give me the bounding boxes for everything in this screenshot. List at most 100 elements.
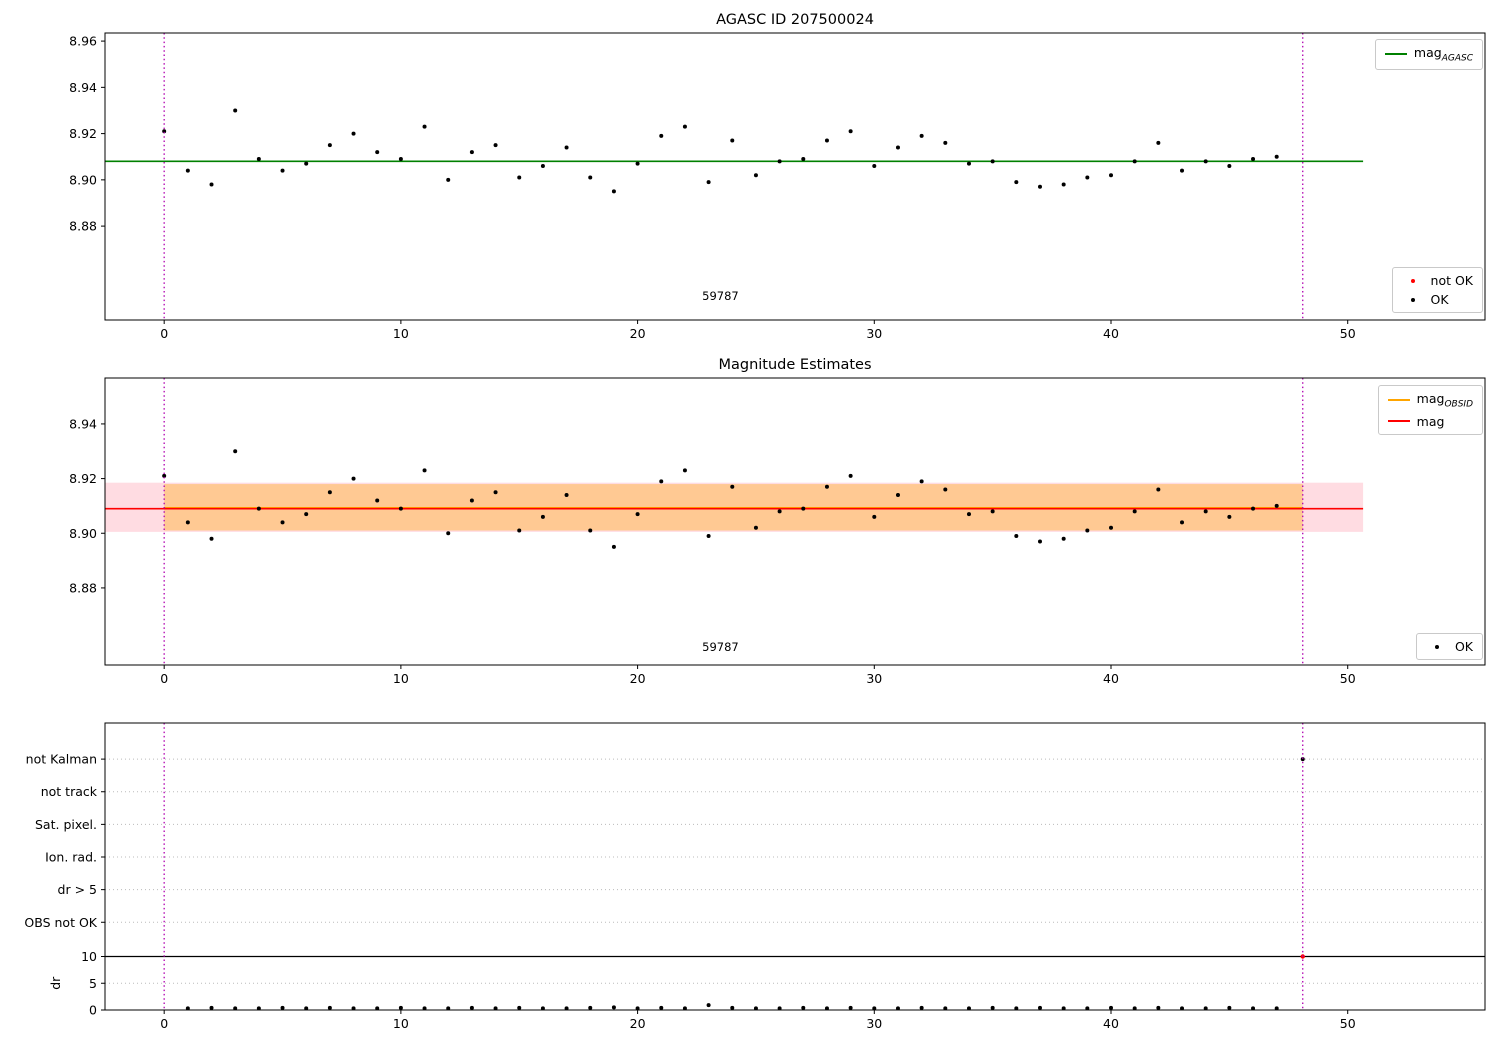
y-tick-label: 8.88 bbox=[69, 580, 97, 595]
data-point bbox=[824, 484, 829, 489]
x-tick-label: 50 bbox=[1340, 1016, 1356, 1031]
data-point bbox=[280, 520, 285, 525]
data-point bbox=[611, 544, 616, 549]
dr-point bbox=[1037, 1005, 1042, 1010]
dr-point bbox=[895, 1006, 900, 1011]
data-point bbox=[1132, 159, 1137, 164]
legend-dot-swatch bbox=[1426, 644, 1448, 649]
flag-category-label: OBS not OK bbox=[24, 915, 97, 930]
flag-category-label: not track bbox=[41, 784, 98, 799]
data-point bbox=[635, 161, 640, 166]
x-tick-label: 10 bbox=[393, 326, 409, 341]
y-tick-label: 8.96 bbox=[69, 34, 97, 49]
dr-point bbox=[375, 1006, 380, 1011]
x-tick-label: 0 bbox=[160, 1016, 168, 1031]
data-point bbox=[990, 509, 995, 514]
data-point bbox=[777, 509, 782, 514]
dr-point bbox=[730, 1005, 735, 1010]
flag-category-label: not Kalman bbox=[26, 752, 97, 767]
dr-point bbox=[185, 1006, 190, 1011]
legend-label: OK bbox=[1430, 292, 1449, 307]
x-tick-label: 40 bbox=[1103, 326, 1119, 341]
data-point bbox=[398, 506, 403, 511]
x-tick-label: 10 bbox=[393, 1016, 409, 1031]
y-tick-label: 8.92 bbox=[69, 471, 97, 486]
data-point bbox=[540, 514, 545, 519]
dr-point bbox=[659, 1005, 664, 1010]
dr-tick-label: 5 bbox=[89, 976, 97, 991]
legend-entry: OK bbox=[1426, 639, 1473, 654]
data-point bbox=[966, 512, 971, 517]
data-point bbox=[753, 525, 758, 530]
y-tick-label: 8.94 bbox=[69, 416, 97, 431]
x-tick-label: 30 bbox=[866, 326, 882, 341]
data-point bbox=[1180, 520, 1185, 525]
dr-point bbox=[1109, 1005, 1114, 1010]
flag-category-label: dr > 5 bbox=[58, 882, 97, 897]
data-point bbox=[682, 124, 687, 129]
data-point bbox=[256, 506, 261, 511]
data-point bbox=[1251, 157, 1256, 162]
dr-point bbox=[824, 1006, 829, 1011]
dr-point bbox=[493, 1006, 498, 1011]
data-point bbox=[517, 175, 522, 180]
legend-entry: magAGASC bbox=[1384, 45, 1473, 64]
data-point bbox=[1156, 140, 1161, 145]
dr-point bbox=[801, 1005, 806, 1010]
dr-point bbox=[469, 1005, 474, 1010]
x-tick-label: 0 bbox=[160, 671, 168, 686]
data-point bbox=[801, 157, 806, 162]
dr-point bbox=[1156, 1005, 1161, 1010]
legend-dot-swatch bbox=[1402, 297, 1424, 302]
data-point bbox=[351, 476, 356, 481]
legend-entry: mag bbox=[1387, 413, 1473, 429]
legend-entry: not OK bbox=[1402, 273, 1473, 288]
data-point bbox=[185, 520, 190, 525]
y-tick-label: 8.92 bbox=[69, 126, 97, 141]
dr-point bbox=[1132, 1006, 1137, 1011]
dr-point bbox=[943, 1006, 948, 1011]
y-tick-label: 8.90 bbox=[69, 172, 97, 187]
data-point bbox=[706, 533, 711, 538]
data-point bbox=[895, 145, 900, 150]
y-tick-label: 8.90 bbox=[69, 526, 97, 541]
data-point bbox=[1180, 168, 1185, 173]
data-point bbox=[517, 528, 522, 533]
data-point bbox=[233, 449, 238, 454]
data-point bbox=[469, 150, 474, 155]
legend-label: mag bbox=[1416, 413, 1445, 429]
legend-line-swatch bbox=[1384, 53, 1407, 56]
dr-point bbox=[564, 1006, 569, 1011]
data-point bbox=[943, 140, 948, 145]
data-point bbox=[706, 180, 711, 185]
obsid-annotation: 59787 bbox=[702, 289, 739, 303]
data-point bbox=[469, 498, 474, 503]
data-point bbox=[185, 168, 190, 173]
data-point bbox=[730, 138, 735, 143]
data-point bbox=[233, 108, 238, 113]
dr-point bbox=[706, 1003, 711, 1008]
flag-point bbox=[1300, 757, 1305, 762]
dr-point bbox=[1274, 1006, 1279, 1011]
data-point bbox=[564, 145, 569, 150]
data-point bbox=[1156, 487, 1161, 492]
x-tick-label: 50 bbox=[1340, 326, 1356, 341]
dr-tick-label: 0 bbox=[89, 1003, 97, 1018]
dr-point bbox=[777, 1006, 782, 1011]
dr-point bbox=[966, 1006, 971, 1011]
dr-point bbox=[422, 1006, 427, 1011]
x-tick-label: 30 bbox=[866, 671, 882, 686]
data-point bbox=[1274, 503, 1279, 508]
legend-marker-icon bbox=[1410, 297, 1415, 302]
obsid-annotation: 59787 bbox=[702, 640, 739, 654]
data-point bbox=[1227, 163, 1232, 168]
data-point bbox=[1085, 175, 1090, 180]
data-point bbox=[446, 531, 451, 536]
legend-label: OK bbox=[1454, 639, 1473, 654]
dr-point bbox=[1227, 1005, 1232, 1010]
data-point bbox=[990, 159, 995, 164]
data-point bbox=[635, 512, 640, 517]
data-point bbox=[848, 473, 853, 478]
data-point bbox=[801, 506, 806, 511]
